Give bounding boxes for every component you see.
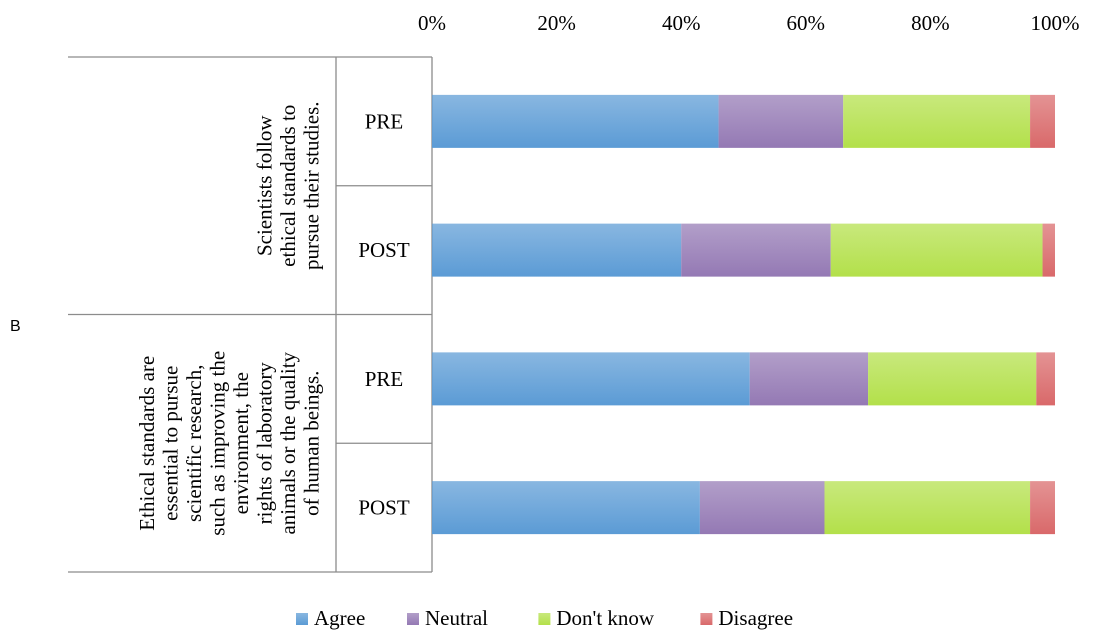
group-label: Scientists follow ethical standards to pur… <box>252 101 323 270</box>
x-tick-label: 40% <box>662 11 701 35</box>
group-label-line: scientific research, <box>182 365 206 522</box>
legend-label: Neutral <box>425 606 488 630</box>
bar-segment-neutral <box>718 94 844 148</box>
group-label-line: Scientists follow <box>252 115 276 256</box>
category-label: POST <box>358 238 410 262</box>
bar-segment-neutral <box>699 481 825 535</box>
bar-segment-agree <box>432 94 719 148</box>
category-label: PRE <box>365 109 404 133</box>
group-label-line: animals or the quality <box>276 351 300 534</box>
bar-segment-disagree <box>1030 481 1055 535</box>
bar-segment-neutral <box>681 223 831 277</box>
category-label: POST <box>358 496 410 520</box>
bar-segment-don-t-know <box>824 481 1031 535</box>
group-label-line: rights of laboratory <box>252 362 276 525</box>
group-label-line: environment, the <box>229 372 253 514</box>
bar-segment-agree <box>432 352 750 406</box>
bar-segment-disagree <box>1030 94 1055 148</box>
legend-label: Disagree <box>718 606 793 630</box>
bar-segment-disagree <box>1042 223 1055 277</box>
bar-segment-don-t-know <box>868 352 1037 406</box>
group-label-line: such as improving the <box>205 351 229 536</box>
bar-segment-agree <box>432 481 700 535</box>
x-tick-label: 80% <box>911 11 950 35</box>
x-tick-label: 20% <box>537 11 576 35</box>
bar-segment-disagree <box>1036 352 1055 406</box>
x-tick-label: 60% <box>787 11 826 35</box>
category-label: PRE <box>365 367 404 391</box>
group-label-line: ethical standards to <box>276 105 300 267</box>
bar-segment-agree <box>432 223 682 277</box>
group-label-line: Ethical standards are <box>135 356 159 531</box>
panel-label: B <box>10 318 21 335</box>
legend-swatch <box>700 613 713 625</box>
legend-swatch <box>538 613 551 625</box>
legend-swatch <box>296 613 308 625</box>
group-label-line: essential to pursue <box>158 366 182 521</box>
bar-segment-don-t-know <box>843 94 1031 148</box>
group-label-line: pursue their studies. <box>299 101 323 270</box>
group-label: Ethical standards are essential to pursue… <box>135 351 324 536</box>
legend-label: Don't know <box>556 606 655 630</box>
group-label-line: of human beings. <box>299 371 323 516</box>
bar-segment-neutral <box>749 352 869 406</box>
x-tick-label: 0% <box>418 11 446 35</box>
x-tick-label: 100% <box>1031 11 1080 35</box>
bar-segment-don-t-know <box>830 223 1043 277</box>
legend-label: Agree <box>314 606 365 630</box>
legend-swatch <box>407 613 419 625</box>
